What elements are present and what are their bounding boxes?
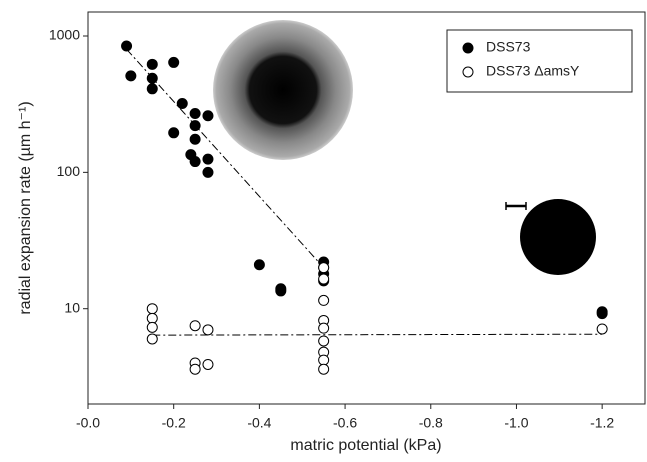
y-axis-label: radial expansion rate (µm h⁻¹) — [17, 101, 34, 314]
data-point — [189, 133, 201, 145]
y-tick-label: 1000 — [49, 27, 80, 43]
data-point — [318, 322, 330, 334]
data-point — [275, 285, 287, 297]
x-tick-label: -0.4 — [247, 415, 271, 431]
data-point — [202, 166, 214, 178]
data-point — [146, 321, 158, 333]
data-point — [189, 156, 201, 168]
data-point — [146, 333, 158, 345]
data-point — [202, 110, 214, 122]
scale-bar — [505, 202, 527, 210]
data-point — [596, 323, 608, 335]
data-point — [318, 354, 330, 366]
y-tick-label: 100 — [57, 163, 81, 179]
x-tick-label: -0.0 — [76, 415, 100, 431]
data-point — [176, 97, 188, 109]
data-point — [146, 72, 158, 84]
legend-label: DSS73 — [486, 39, 531, 55]
colony-photo — [213, 20, 353, 160]
data-point — [189, 108, 201, 120]
legend-box — [446, 29, 633, 93]
data-point — [318, 262, 330, 274]
data-point — [318, 294, 330, 306]
data-point — [318, 273, 330, 285]
x-tick-label: -0.8 — [419, 415, 443, 431]
data-point — [146, 303, 158, 315]
fit-line — [126, 48, 325, 268]
legend-marker — [462, 42, 474, 54]
data-point — [189, 120, 201, 132]
data-point — [202, 358, 214, 370]
colony-photo-small — [520, 199, 596, 275]
data-point — [189, 363, 201, 375]
x-tick-label: -1.2 — [590, 415, 614, 431]
data-point — [121, 40, 133, 52]
data-point — [146, 83, 158, 95]
fit-line — [152, 333, 603, 336]
data-point — [202, 324, 214, 336]
plot-frame — [87, 11, 646, 405]
data-point — [168, 127, 180, 139]
data-point — [125, 70, 137, 82]
x-tick-label: -0.6 — [333, 415, 357, 431]
x-tick-label: -0.2 — [162, 415, 186, 431]
y-tick-label: 10 — [64, 299, 80, 315]
data-point — [202, 153, 214, 165]
data-point — [146, 312, 158, 324]
data-point — [253, 259, 265, 271]
data-point — [318, 335, 330, 347]
legend-marker — [462, 66, 474, 78]
legend-label: DSS73 ΔamsY — [486, 63, 580, 79]
x-axis-label: matric potential (kPa) — [290, 437, 441, 454]
data-point — [318, 363, 330, 375]
data-point — [168, 56, 180, 68]
data-point — [189, 320, 201, 332]
data-point — [596, 308, 608, 320]
x-tick-label: -1.0 — [504, 415, 528, 431]
data-point — [146, 58, 158, 70]
